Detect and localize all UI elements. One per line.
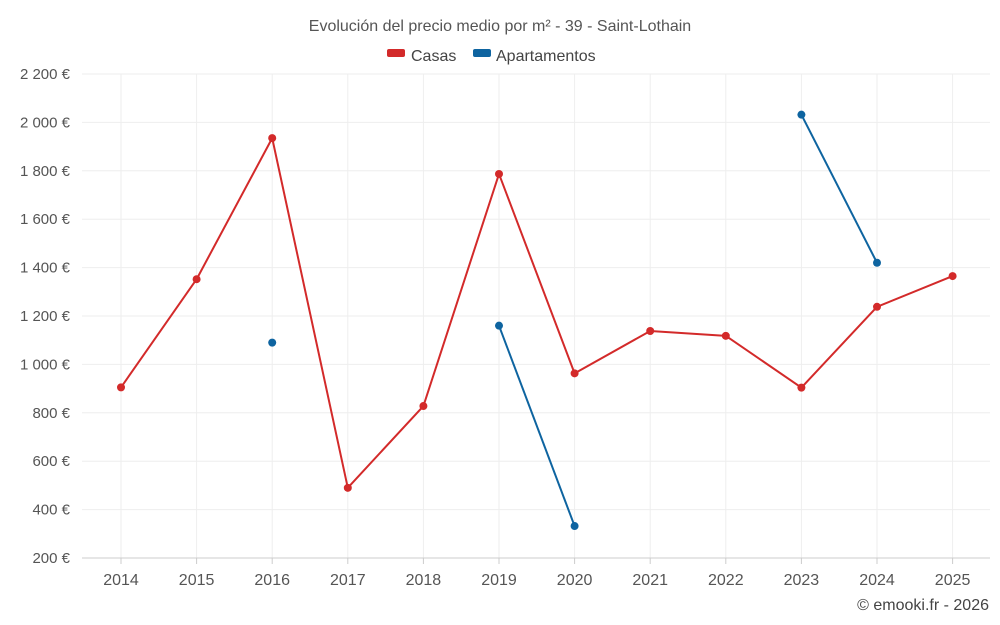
chart-title: Evolución del precio medio por m² - 39 -… [309, 18, 691, 35]
series-line-apartamentos [498, 325, 576, 527]
series-line-apartamentos [800, 114, 878, 264]
y-tick-label: 2 200 € [20, 66, 71, 83]
y-axis-ticks: 200 € 400 € 600 € 800 € 1 000 € 1 200 € 1 400 … [20, 66, 71, 567]
y-tick-label: 600 € [32, 453, 70, 470]
x-tick-label: 2020 [557, 572, 593, 589]
x-tick-label: 2016 [254, 572, 290, 589]
point-casas-2020[interactable] [570, 369, 579, 378]
point-apartamentos-2023[interactable] [797, 110, 806, 119]
point-apartamentos-2020[interactable] [570, 522, 579, 531]
y-tick-label: 1 000 € [20, 356, 71, 373]
legend-label-apartamentos[interactable]: Apartamentos [496, 48, 596, 65]
y-tick-label: 200 € [32, 550, 70, 567]
legend-label-casas[interactable]: Casas [411, 48, 456, 65]
point-casas-2019[interactable] [495, 169, 503, 178]
x-tick-label: 2014 [103, 572, 139, 589]
legend-swatch-casas [387, 49, 405, 57]
y-tick-label: 800 € [32, 405, 70, 422]
point-casas-2015[interactable] [192, 275, 201, 284]
x-tick-label: 2022 [708, 572, 744, 589]
point-casas-2017[interactable] [343, 483, 352, 492]
point-casas-2024[interactable] [873, 302, 881, 311]
legend[interactable]: Casas Apartamentos [387, 48, 596, 65]
point-apartamentos-2019[interactable] [495, 321, 503, 330]
point-casas-2018[interactable] [419, 402, 428, 411]
point-casas-2016[interactable] [268, 134, 277, 143]
y-tick-label: 1 400 € [20, 260, 71, 277]
point-apartamentos-2016[interactable] [268, 338, 277, 347]
series-line-casas [120, 137, 953, 489]
y-tick-label: 2 000 € [20, 114, 71, 131]
point-casas-2022[interactable] [721, 331, 730, 340]
point-casas-2021[interactable] [646, 327, 655, 336]
x-tick-label: 2019 [481, 572, 517, 589]
series-layer [117, 110, 957, 531]
x-tick-label: 2024 [859, 572, 895, 589]
point-casas-2014[interactable] [117, 383, 125, 392]
x-tick-label: 2015 [179, 572, 215, 589]
x-tick-label: 2018 [406, 572, 442, 589]
credit-text: © emooki.fr - 2026 [857, 597, 989, 614]
y-tick-label: 400 € [32, 502, 70, 519]
x-tick-label: 2025 [935, 572, 971, 589]
point-casas-2025[interactable] [948, 272, 957, 281]
grid [82, 73, 990, 559]
y-tick-label: 1 200 € [20, 308, 71, 325]
point-casas-2023[interactable] [797, 383, 806, 392]
x-tick-label: 2021 [632, 572, 668, 589]
x-tick-label: 2023 [784, 572, 820, 589]
x-tick-label: 2017 [330, 572, 366, 589]
x-axis-ticks: 2014 2015 2016 2017 2018 2019 2020 2021 2022 2023… [103, 558, 970, 589]
legend-swatch-apartamentos [473, 49, 491, 57]
y-tick-label: 1 800 € [20, 163, 71, 180]
y-tick-label: 1 600 € [20, 211, 71, 228]
point-apartamentos-2024[interactable] [873, 258, 881, 267]
